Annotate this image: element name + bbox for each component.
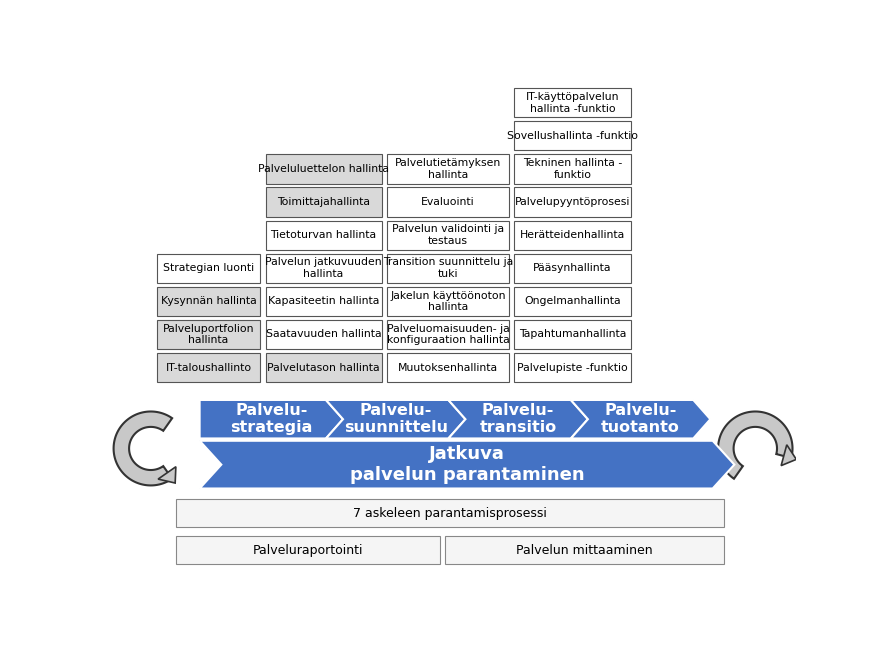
Text: Palvelun mittaaminen: Palvelun mittaaminen xyxy=(515,543,652,557)
FancyBboxPatch shape xyxy=(387,353,509,383)
Text: Palveluraportointi: Palveluraportointi xyxy=(253,543,363,557)
FancyBboxPatch shape xyxy=(387,154,509,184)
FancyBboxPatch shape xyxy=(514,353,630,383)
Text: Sovellushallinta -funktio: Sovellushallinta -funktio xyxy=(507,131,638,141)
Polygon shape xyxy=(718,411,792,479)
Text: Palvelun validointi ja
testaus: Palvelun validointi ja testaus xyxy=(392,224,504,246)
FancyBboxPatch shape xyxy=(387,287,509,316)
Text: Palvelu-
transitio: Palvelu- transitio xyxy=(479,403,557,436)
Text: Saatavuuden hallinta: Saatavuuden hallinta xyxy=(266,330,381,340)
Text: Herätteidenhallinta: Herätteidenhallinta xyxy=(520,230,625,240)
FancyBboxPatch shape xyxy=(387,254,509,283)
Text: Palvelutason hallinta: Palvelutason hallinta xyxy=(267,362,380,373)
Polygon shape xyxy=(200,400,343,438)
Text: Strategian luonti: Strategian luonti xyxy=(163,263,254,273)
Polygon shape xyxy=(571,400,711,438)
FancyBboxPatch shape xyxy=(445,536,723,564)
FancyBboxPatch shape xyxy=(157,353,260,383)
FancyBboxPatch shape xyxy=(514,88,630,117)
FancyBboxPatch shape xyxy=(514,287,630,316)
FancyBboxPatch shape xyxy=(177,499,723,527)
Text: Pääsynhallinta: Pääsynhallinta xyxy=(533,263,612,273)
FancyBboxPatch shape xyxy=(265,287,382,316)
FancyBboxPatch shape xyxy=(265,220,382,250)
FancyBboxPatch shape xyxy=(265,188,382,216)
Text: Ongelmanhallinta: Ongelmanhallinta xyxy=(524,296,621,306)
Text: Palveluportfolion
hallinta: Palveluportfolion hallinta xyxy=(163,324,255,345)
Text: 7 askeleen parantamisprosessi: 7 askeleen parantamisprosessi xyxy=(353,507,547,520)
FancyBboxPatch shape xyxy=(514,254,630,283)
FancyBboxPatch shape xyxy=(387,220,509,250)
Text: Palvelupyyntöprosesi: Palvelupyyntöprosesi xyxy=(514,197,630,207)
Polygon shape xyxy=(326,400,466,438)
FancyBboxPatch shape xyxy=(265,254,382,283)
FancyBboxPatch shape xyxy=(514,320,630,349)
Text: Toimittajahallinta: Toimittajahallinta xyxy=(277,197,370,207)
Text: Evaluointi: Evaluointi xyxy=(421,197,475,207)
FancyBboxPatch shape xyxy=(387,320,509,349)
Text: Tapahtumanhallinta: Tapahtumanhallinta xyxy=(519,330,626,340)
FancyBboxPatch shape xyxy=(157,320,260,349)
Text: Palveluluettelon hallinta: Palveluluettelon hallinta xyxy=(258,164,389,174)
Text: Jatkuva
palvelun parantaminen: Jatkuva palvelun parantaminen xyxy=(350,446,584,484)
Polygon shape xyxy=(200,441,735,488)
Text: Transition suunnittelu ja
tuki: Transition suunnittelu ja tuki xyxy=(383,257,513,279)
FancyBboxPatch shape xyxy=(157,254,260,283)
Text: Muutoksenhallinta: Muutoksenhallinta xyxy=(398,362,498,373)
Polygon shape xyxy=(448,400,588,438)
Text: Palvelupiste -funktio: Palvelupiste -funktio xyxy=(517,362,628,373)
Text: Palvelun jatkuvuuden
hallinta: Palvelun jatkuvuuden hallinta xyxy=(265,257,382,279)
Text: Kysynnän hallinta: Kysynnän hallinta xyxy=(161,296,256,306)
Text: Jakelun käyttöönoton
hallinta: Jakelun käyttöönoton hallinta xyxy=(390,291,506,312)
FancyBboxPatch shape xyxy=(387,188,509,216)
Text: Palvelu-
suunnittelu: Palvelu- suunnittelu xyxy=(344,403,447,436)
Text: Tekninen hallinta -
funktio: Tekninen hallinta - funktio xyxy=(522,158,622,180)
Text: Palveluomaisuuden- ja
konfiguraation hallinta: Palveluomaisuuden- ja konfiguraation hal… xyxy=(386,324,509,345)
Polygon shape xyxy=(781,445,796,466)
FancyBboxPatch shape xyxy=(265,154,382,184)
Text: IT-käyttöpalvelun
hallinta -funktio: IT-käyttöpalvelun hallinta -funktio xyxy=(526,92,619,113)
FancyBboxPatch shape xyxy=(514,121,630,151)
FancyBboxPatch shape xyxy=(514,220,630,250)
FancyBboxPatch shape xyxy=(514,188,630,216)
Text: Kapasiteetin hallinta: Kapasiteetin hallinta xyxy=(268,296,379,306)
Polygon shape xyxy=(114,411,172,486)
FancyBboxPatch shape xyxy=(177,536,440,564)
Text: Tietoturvan hallinta: Tietoturvan hallinta xyxy=(271,230,377,240)
Polygon shape xyxy=(158,467,176,483)
Text: IT-taloushallinto: IT-taloushallinto xyxy=(165,362,252,373)
Text: Palvelu-
tuotanto: Palvelu- tuotanto xyxy=(601,403,680,436)
Text: Palvelutietämyksen
hallinta: Palvelutietämyksen hallinta xyxy=(395,158,501,180)
Text: Palvelu-
strategia: Palvelu- strategia xyxy=(230,403,313,436)
FancyBboxPatch shape xyxy=(265,353,382,383)
FancyBboxPatch shape xyxy=(265,320,382,349)
FancyBboxPatch shape xyxy=(157,287,260,316)
FancyBboxPatch shape xyxy=(514,154,630,184)
